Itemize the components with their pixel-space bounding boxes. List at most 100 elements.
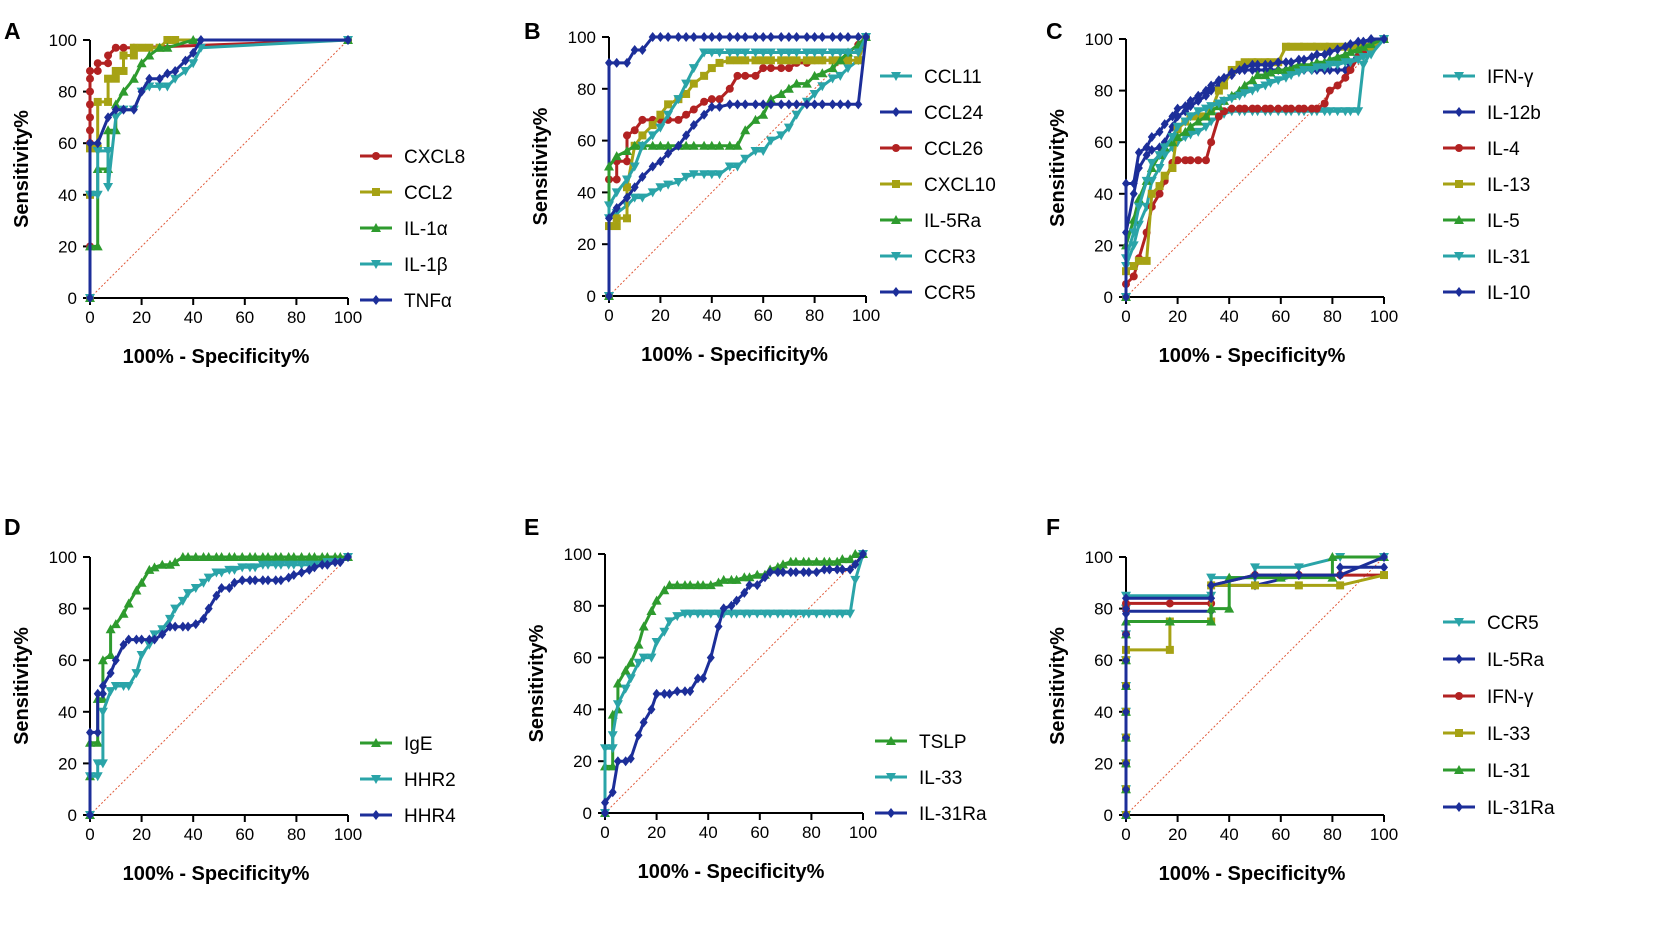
roc-curve — [1124, 555, 1385, 815]
data-point — [1325, 42, 1334, 51]
y-tick-label: 20 — [58, 754, 77, 773]
data-point — [1122, 732, 1130, 743]
legend-item: IFN-γ — [1443, 67, 1534, 88]
data-point — [119, 51, 128, 60]
data-point — [310, 562, 319, 573]
data-point — [820, 564, 829, 575]
data-point — [157, 559, 168, 569]
data-point — [1358, 60, 1369, 70]
data-point — [625, 674, 636, 684]
legend-marker — [886, 773, 896, 782]
data-point — [318, 559, 327, 570]
data-point — [859, 549, 867, 559]
data-point — [817, 68, 828, 78]
data-point — [93, 59, 102, 68]
data-point — [131, 585, 142, 595]
data-point — [97, 759, 108, 769]
data-point — [633, 658, 644, 668]
data-point — [750, 114, 761, 124]
data-point — [105, 624, 116, 634]
x-tick-label: 20 — [132, 825, 151, 844]
data-point — [699, 673, 708, 684]
data-point — [1234, 91, 1245, 101]
data-point — [802, 32, 811, 42]
data-point — [1122, 681, 1130, 691]
y-tick-label: 100 — [1085, 548, 1113, 567]
data-point — [86, 293, 94, 303]
data-point — [144, 50, 155, 60]
data-point — [750, 48, 761, 58]
data-point — [792, 32, 801, 42]
data-point — [1332, 52, 1343, 62]
data-point — [660, 688, 669, 699]
data-point — [1220, 81, 1229, 90]
data-point — [786, 567, 795, 578]
data-point — [732, 140, 743, 150]
data-point — [296, 552, 307, 561]
data-point — [1122, 810, 1130, 820]
y-tick-label: 0 — [68, 806, 77, 825]
legend-marker — [1455, 144, 1463, 152]
data-point — [1358, 53, 1369, 63]
data-point — [621, 175, 632, 185]
legend-label: HHR4 — [404, 806, 456, 827]
data-point — [132, 634, 141, 645]
data-point — [850, 549, 861, 558]
data-point — [1324, 60, 1335, 70]
data-point — [136, 577, 147, 587]
data-point — [1251, 581, 1259, 590]
x-tick-label: 40 — [1220, 307, 1239, 326]
data-point — [1294, 42, 1303, 51]
data-point — [803, 556, 814, 566]
data-point — [1194, 112, 1203, 121]
legend-marker — [371, 223, 381, 232]
data-point — [1168, 164, 1177, 172]
data-point — [1165, 645, 1174, 654]
data-point — [216, 552, 227, 561]
data-point — [229, 565, 240, 575]
data-point — [145, 73, 154, 84]
data-point — [289, 570, 298, 581]
data-point — [783, 48, 794, 58]
data-point — [190, 583, 201, 593]
legend-item: HHR4 — [360, 806, 456, 827]
data-point — [1207, 580, 1216, 591]
data-point — [608, 787, 617, 798]
data-point — [1141, 176, 1152, 186]
legend-label: IL-10 — [1487, 283, 1530, 304]
data-point — [238, 575, 247, 586]
data-point — [105, 650, 116, 660]
data-point — [1312, 49, 1321, 60]
data-point — [629, 193, 640, 203]
data-point — [688, 64, 699, 74]
legend-label: IL-31 — [1487, 247, 1530, 268]
data-point — [612, 57, 621, 68]
data-point — [1224, 603, 1235, 613]
data-point — [836, 99, 845, 110]
data-point — [1260, 81, 1271, 91]
data-point — [751, 56, 760, 65]
data-point — [689, 79, 698, 88]
data-point — [1134, 256, 1143, 265]
y-tick-label: 0 — [583, 804, 592, 823]
data-point — [1293, 563, 1304, 573]
data-point — [1142, 142, 1151, 153]
data-point — [237, 552, 248, 561]
data-point — [799, 567, 808, 578]
data-point — [1325, 46, 1334, 57]
data-point — [622, 192, 631, 203]
data-point — [1165, 599, 1174, 608]
data-point — [812, 567, 821, 578]
data-point — [1306, 65, 1317, 75]
data-point — [772, 561, 783, 571]
roc-curve — [603, 553, 865, 813]
y-axis-title: Sensitivity% — [1047, 109, 1069, 227]
data-point — [744, 572, 755, 582]
roc-curve — [88, 38, 348, 298]
y-axis-title: Sensitivity% — [530, 107, 552, 225]
data-point — [718, 574, 729, 584]
data-point — [622, 57, 631, 68]
data-point — [731, 574, 742, 584]
data-point — [612, 202, 621, 213]
data-point — [851, 559, 860, 570]
